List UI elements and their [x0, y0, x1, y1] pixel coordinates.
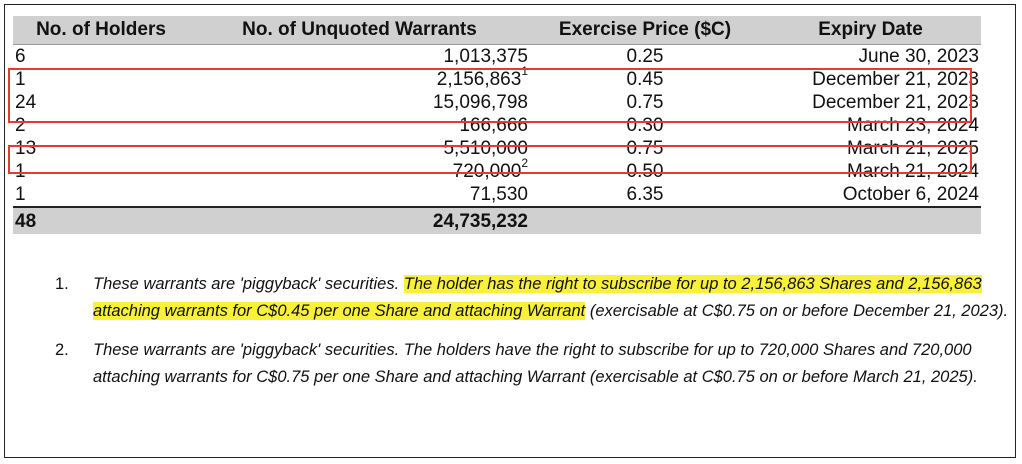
- document-frame: No. of Holders No. of Unquoted Warrants …: [4, 4, 1016, 458]
- cell-warrants: 5,510,000: [443, 138, 528, 159]
- cell-expiry: December 21, 2023: [812, 69, 979, 90]
- cell-price: 0.75: [626, 138, 664, 159]
- cell-expiry: March 21, 2025: [846, 138, 979, 159]
- cell-price: 0.45: [626, 69, 664, 90]
- cell-warrants: 720,0002: [452, 155, 528, 182]
- footnote-marker: 2: [521, 155, 528, 170]
- cell-holders: 1: [15, 161, 26, 182]
- footnote-marker: 1: [521, 63, 528, 78]
- total-warrants: 24,735,232: [189, 206, 530, 234]
- table-row: 2 166,666 0.30 March 23, 2024: [13, 114, 981, 137]
- footnote-1: 1. These warrants are 'piggyback' securi…: [45, 271, 1010, 324]
- cell-price: 6.35: [626, 184, 664, 205]
- footnote-text-end: (exercisable at C$0.75 on or before Dece…: [585, 301, 1009, 320]
- footnote-2: 2. These warrants are 'piggyback' securi…: [45, 337, 1010, 390]
- header-exercise-price: Exercise Price ($C): [530, 16, 760, 45]
- table-row: 13 5,510,000 0.75 March 21, 2025: [13, 137, 981, 160]
- footnote-number: 2.: [55, 341, 69, 359]
- cell-warrants: 1,013,375: [443, 46, 528, 67]
- footnote-number: 1.: [55, 275, 69, 293]
- unquoted-warrants-table: No. of Holders No. of Unquoted Warrants …: [13, 16, 981, 234]
- cell-holders: 1: [15, 69, 26, 90]
- table-header-row: No. of Holders No. of Unquoted Warrants …: [13, 16, 981, 45]
- cell-holders: 24: [15, 92, 37, 113]
- cell-price: 0.30: [626, 115, 664, 136]
- cell-warrants: 71,530: [469, 184, 528, 205]
- cell-holders: 6: [15, 46, 26, 67]
- footnotes: 1. These warrants are 'piggyback' securi…: [45, 271, 1010, 403]
- cell-expiry: October 6, 2024: [842, 184, 979, 205]
- table-row: 1 720,0002 0.50 March 21, 2024: [13, 155, 981, 183]
- cell-expiry: June 30, 2023: [858, 46, 979, 67]
- footnote-text: These warrants are 'piggyback' securitie…: [93, 341, 978, 386]
- red-box-december-rows: [8, 68, 972, 123]
- total-row: 48 24,735,232: [13, 206, 981, 234]
- table-row: 6 1,013,375 0.25 June 30, 2023: [13, 45, 981, 69]
- cell-holders: 1: [15, 184, 26, 205]
- cell-price: 0.75: [626, 92, 664, 113]
- cell-warrants: 2,156,8631: [436, 63, 528, 90]
- header-warrants: No. of Unquoted Warrants: [189, 16, 530, 45]
- cell-price: 0.25: [626, 46, 664, 67]
- cell-warrants: 166,666: [459, 115, 528, 136]
- header-holders: No. of Holders: [13, 16, 189, 45]
- total-price-empty: [530, 206, 760, 234]
- footnote-text: These warrants are 'piggyback' securitie…: [93, 275, 404, 293]
- total-holders: 48: [13, 206, 189, 234]
- cell-expiry: March 21, 2024: [846, 161, 979, 182]
- total-expiry-empty: [760, 206, 981, 234]
- table-row: 1 71,530 6.35 October 6, 2024: [13, 183, 981, 207]
- cell-expiry: December 21, 2023: [812, 92, 979, 113]
- table-row: 24 15,096,798 0.75 December 21, 2023: [13, 91, 981, 114]
- cell-holders: 13: [15, 138, 37, 159]
- table-row: 1 2,156,8631 0.45 December 21, 2023: [13, 63, 981, 91]
- cell-price: 0.50: [626, 161, 664, 182]
- cell-warrants: 15,096,798: [432, 92, 528, 113]
- red-box-march-2025-row: [8, 145, 972, 174]
- cell-expiry: March 23, 2024: [846, 115, 979, 136]
- cell-holders: 2: [15, 115, 26, 136]
- header-expiry-date: Expiry Date: [760, 16, 981, 45]
